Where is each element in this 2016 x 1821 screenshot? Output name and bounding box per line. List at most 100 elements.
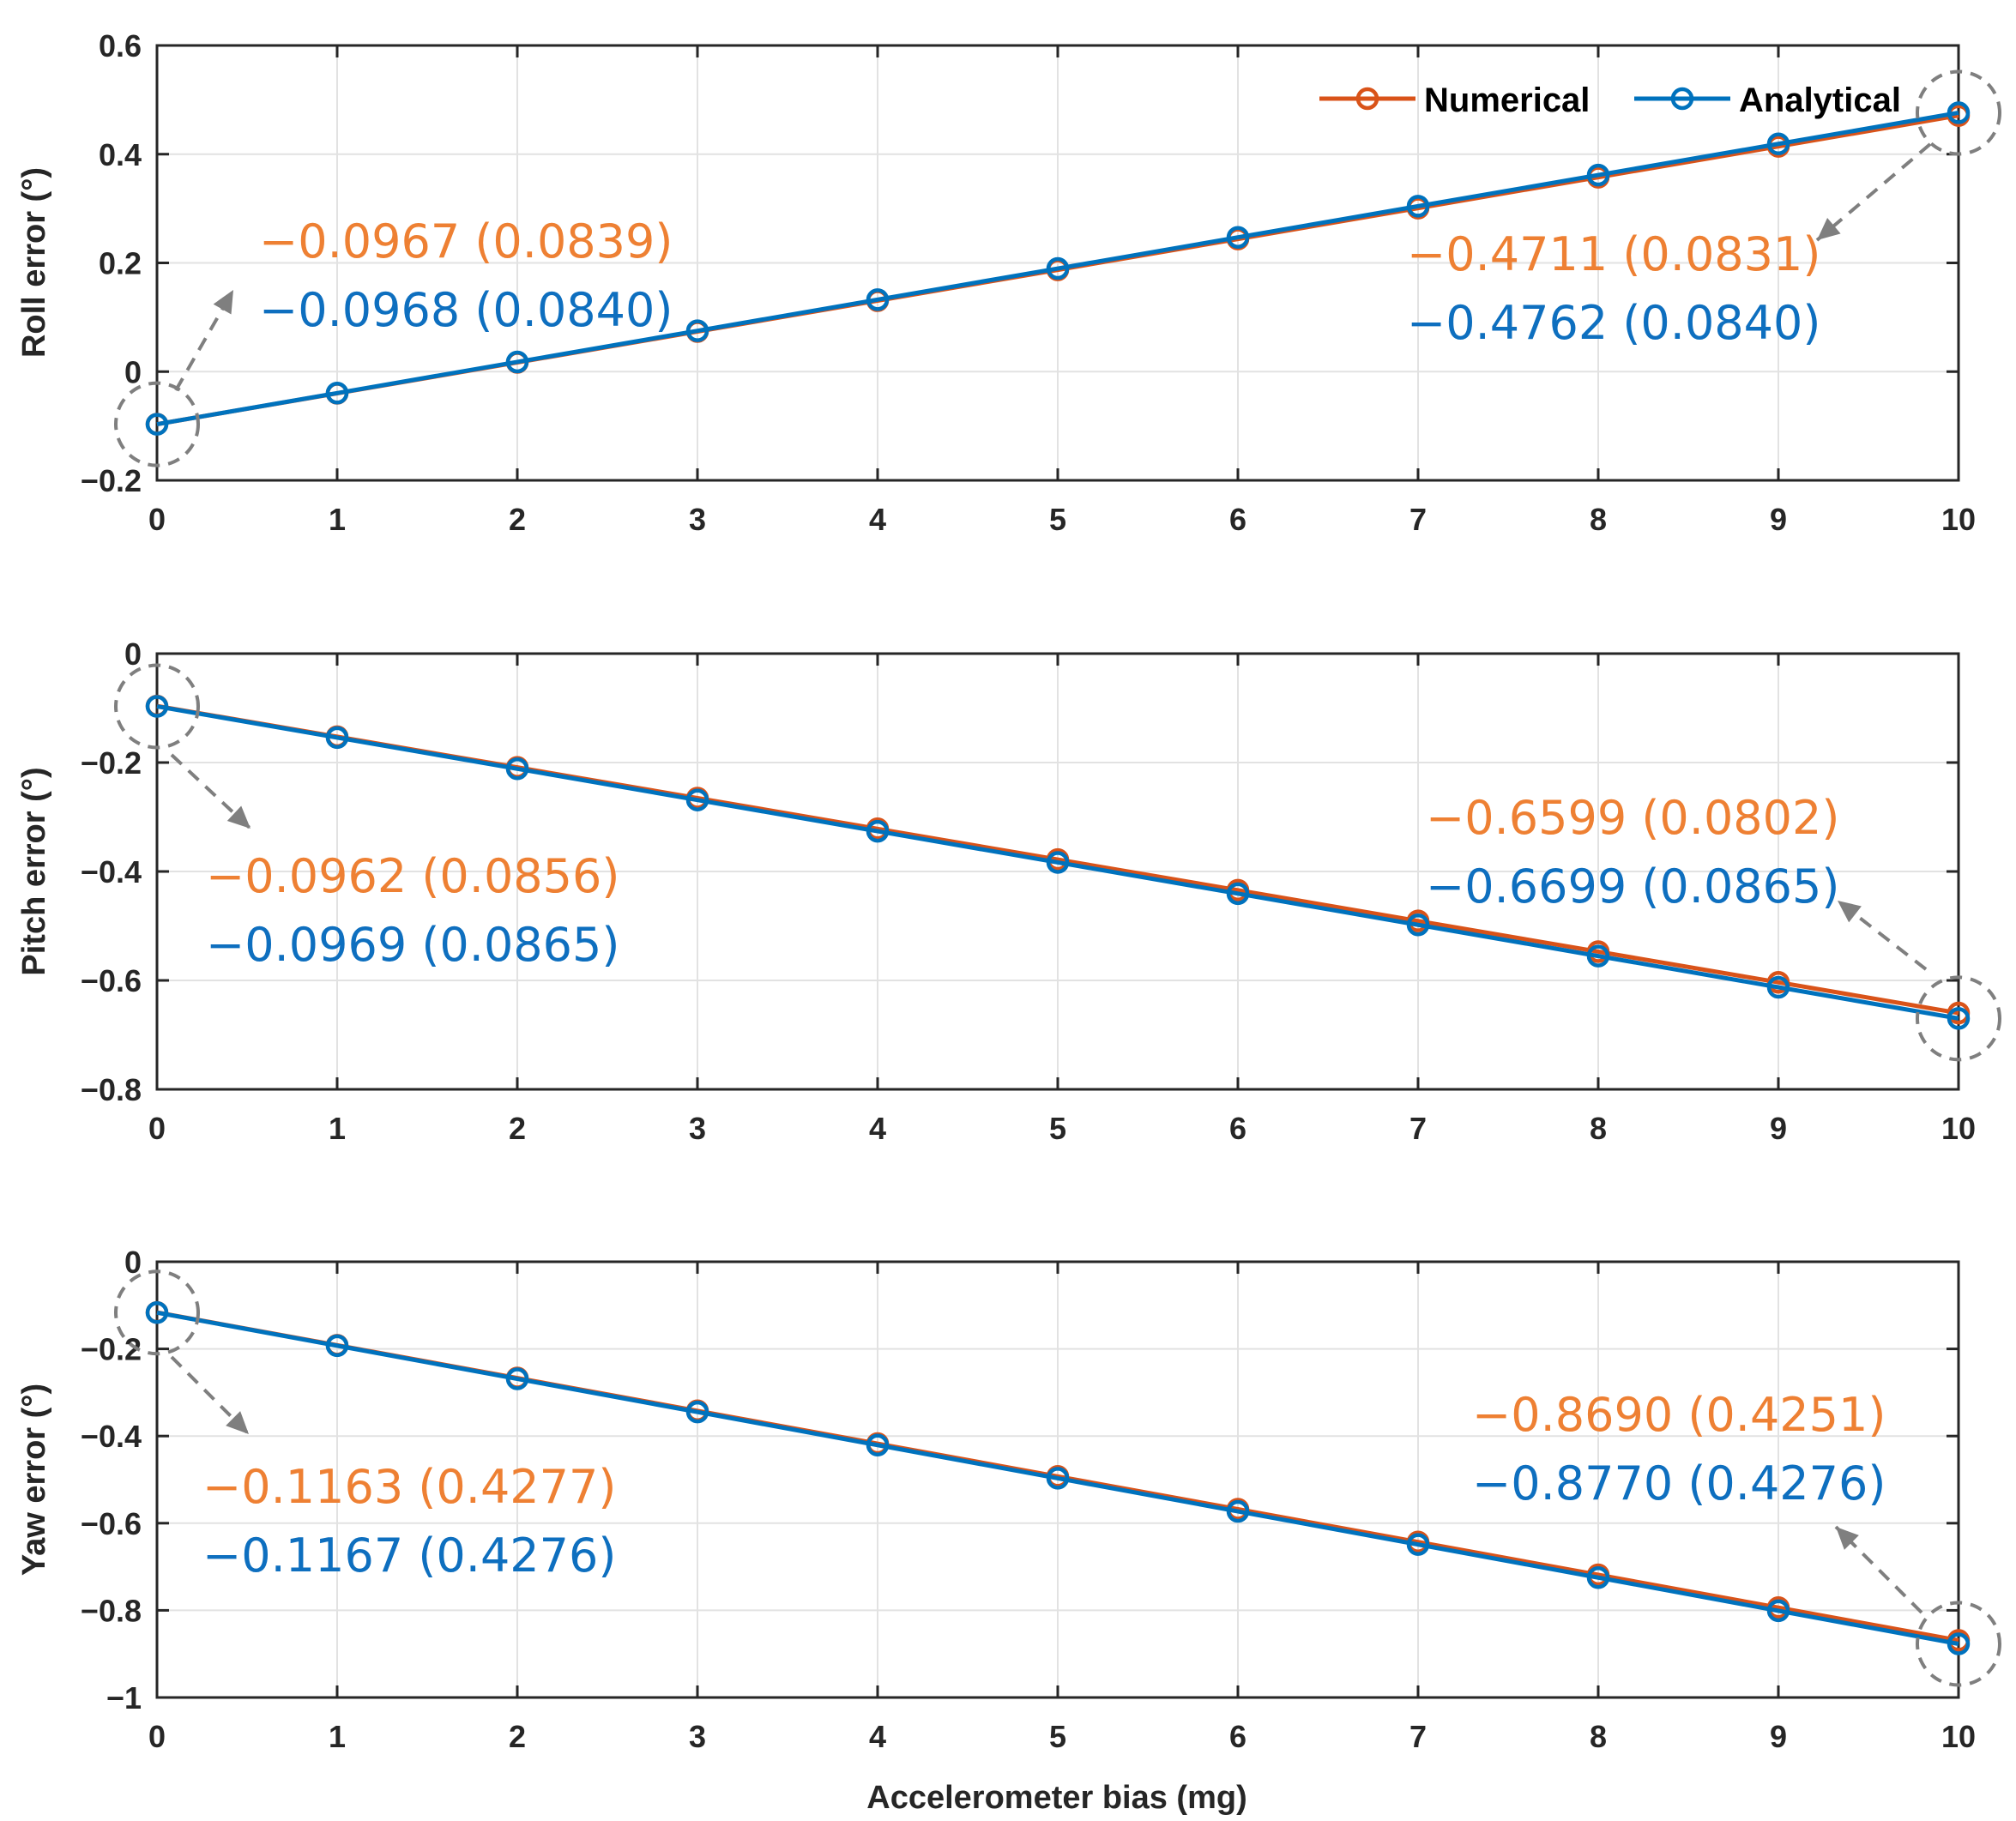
- analytical-point: [1586, 944, 1610, 968]
- x-tick-label: 5: [1049, 502, 1066, 537]
- y-tick-label: −1: [106, 1680, 142, 1715]
- x-tick-label: 2: [509, 1111, 526, 1146]
- x-tick-label: 2: [509, 1719, 526, 1754]
- annotation-arrowhead: [226, 1411, 249, 1434]
- x-tick-label: 6: [1229, 1719, 1246, 1754]
- highlight-circle: [114, 663, 200, 750]
- numerical-annotation: −0.6599 (0.0802): [1426, 791, 1839, 845]
- y-tick-label: −0.6: [81, 1506, 142, 1541]
- numerical-annotation: −0.0967 (0.0839): [259, 214, 673, 268]
- analytical-point: [1226, 882, 1250, 906]
- analytical-point: [145, 413, 169, 436]
- x-tick-label: 6: [1229, 1111, 1246, 1146]
- y-tick-label: −0.8: [81, 1072, 142, 1107]
- legend-analytical-label: Analytical: [1739, 81, 1901, 119]
- x-tick-label: 0: [148, 1719, 166, 1754]
- analytical-point: [1046, 851, 1070, 874]
- x-tick-label: 0: [148, 1111, 166, 1146]
- highlight-circle: [1916, 975, 2001, 1062]
- analytical-point: [505, 757, 529, 781]
- x-tick-label: 2: [509, 502, 526, 537]
- analytical-point: [1947, 101, 1971, 124]
- analytical-point: [1586, 1565, 1610, 1589]
- annotation-arrow: [170, 1355, 250, 1436]
- analytical-annotation: −0.4762 (0.0840): [1407, 296, 1820, 350]
- numerical-annotation: −0.4711 (0.0831): [1407, 227, 1820, 281]
- y-tick-label: −0.8: [81, 1593, 142, 1628]
- y-tick-label: −0.4: [81, 854, 142, 889]
- pitch-error-panel: 0 1 2 3 4 5 6 7 8 9 10 −0.8 −0.6 −0.4 −0.2 0 Pitch error…: [16, 636, 2001, 1146]
- annotation-arrow: [170, 753, 252, 830]
- analytical-point: [685, 319, 709, 342]
- y-tick-label: −0.4: [81, 1419, 142, 1454]
- x-tick-label: 8: [1590, 502, 1607, 537]
- y-tick-label: −0.2: [81, 1332, 142, 1367]
- annotation-arrow: [1815, 142, 1932, 242]
- analytical-series-line: [156, 110, 1959, 427]
- x-tick-label: 7: [1409, 1719, 1427, 1754]
- x-tick-label: 5: [1049, 1719, 1066, 1754]
- numerical-annotation: −0.0962 (0.0856): [206, 849, 619, 903]
- analytical-series-line: [156, 704, 1959, 1021]
- x-tick-label: 3: [689, 1719, 706, 1754]
- x-tick-label: 9: [1770, 502, 1787, 537]
- numerical-annotation: −0.1163 (0.4277): [202, 1460, 616, 1514]
- annotation-arrowhead: [1817, 218, 1841, 240]
- x-tick-label: 4: [869, 1719, 886, 1754]
- legend: Numerical Analytical: [1319, 81, 1901, 119]
- highlight-circle: [1916, 69, 2001, 156]
- annotation-arrowhead: [213, 290, 233, 315]
- analytical-annotation: −0.8770 (0.4276): [1472, 1456, 1886, 1510]
- analytical-point: [1766, 1599, 1790, 1623]
- analytical-point: [505, 1367, 529, 1390]
- legend-numerical-marker: [1355, 87, 1379, 111]
- highlight-circle: [114, 1269, 200, 1356]
- analytical-point: [145, 1301, 169, 1324]
- annotation-arrowhead: [226, 805, 250, 829]
- x-tick-label: 0: [148, 502, 166, 537]
- x-tick-label: 1: [329, 1111, 346, 1146]
- annotation-arrowhead: [1838, 901, 1862, 923]
- y-tick-label: 0.2: [99, 246, 142, 281]
- analytical-point: [145, 695, 169, 718]
- analytical-point: [1947, 1007, 1971, 1030]
- y-tick-label: −0.6: [81, 963, 142, 998]
- x-tick-label: 4: [869, 502, 886, 537]
- x-tick-label: 7: [1409, 502, 1427, 537]
- x-axis-label: Accelerometer bias (mg): [866, 1780, 1247, 1816]
- y-axis-label: Pitch error (°): [16, 767, 52, 975]
- analytical-point: [685, 1400, 709, 1424]
- y-tick-label: 0: [124, 1245, 142, 1280]
- analytical-point: [325, 1334, 349, 1358]
- analytical-point: [866, 1433, 890, 1457]
- analytical-point: [325, 726, 349, 750]
- analytical-point: [1766, 132, 1790, 156]
- analytical-point: [1226, 226, 1250, 249]
- analytical-point: [1586, 163, 1610, 187]
- x-tick-label: 3: [689, 502, 706, 537]
- legend-numerical-label: Numerical: [1424, 81, 1590, 119]
- y-tick-label: 0: [124, 354, 142, 389]
- analytical-point: [685, 788, 709, 811]
- analytical-point: [1046, 256, 1070, 280]
- x-tick-label: 10: [1941, 1111, 1976, 1146]
- legend-analytical-marker: [1670, 87, 1694, 111]
- y-tick-label: 0.4: [99, 137, 142, 172]
- analytical-annotation: −0.6699 (0.0865): [1426, 859, 1839, 914]
- analytical-point: [1766, 975, 1790, 999]
- analytical-point: [1406, 195, 1430, 218]
- analytical-point: [1406, 913, 1430, 937]
- analytical-point: [1226, 1499, 1250, 1523]
- analytical-point: [866, 288, 890, 311]
- analytical-point: [325, 382, 349, 405]
- analytical-point: [1947, 1632, 1971, 1655]
- y-axis-label: Yaw error (°): [16, 1384, 52, 1576]
- analytical-point: [505, 350, 529, 374]
- x-tick-label: 7: [1409, 1111, 1427, 1146]
- y-tick-label: −0.2: [81, 463, 142, 498]
- analytical-point: [1406, 1533, 1430, 1556]
- highlight-circle: [1916, 1601, 2001, 1687]
- x-tick-label: 5: [1049, 1111, 1066, 1146]
